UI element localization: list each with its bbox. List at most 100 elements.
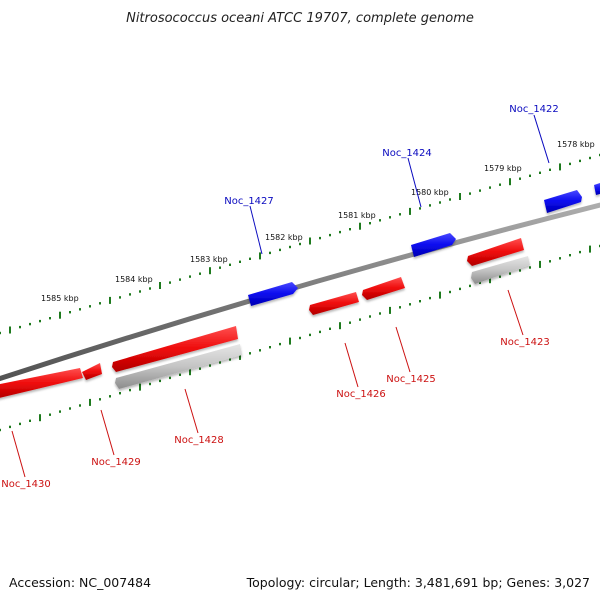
- inner-track-minor-tick: [409, 303, 411, 306]
- outer-track-major-tick: [309, 237, 311, 245]
- outer-track-minor-tick: [229, 263, 231, 266]
- gene-arrow-noc-1427[interactable]: [248, 282, 298, 306]
- inner-track-minor-tick: [9, 425, 11, 429]
- outer-track-minor-tick: [169, 281, 171, 284]
- outer-track-minor-tick: [439, 201, 441, 204]
- inner-track-minor-tick: [569, 254, 571, 257]
- inner-track-major-tick: [339, 322, 341, 330]
- inner-track-minor-tick: [509, 272, 511, 275]
- outer-track-minor-tick: [19, 325, 21, 329]
- inner-track-major-tick: [39, 414, 41, 422]
- inner-track-major-tick: [489, 276, 491, 284]
- scale-label-1580: 1580 kbp: [411, 188, 449, 197]
- feature-bar-near-noc-1423: [471, 256, 530, 284]
- genome-backbone: [0, 202, 600, 382]
- outer-track-minor-tick: [69, 311, 71, 314]
- inner-scale-track: [0, 244, 600, 432]
- inner-track-minor-tick: [249, 352, 251, 355]
- gene-arrow-noc-1429[interactable]: [82, 363, 102, 380]
- gene-label-noc-1423[interactable]: Noc_1423: [500, 337, 550, 348]
- scale-label-1579: 1579 kbp: [484, 164, 522, 173]
- scale-label-1585: 1585 kbp: [41, 294, 79, 303]
- inner-track-minor-tick: [149, 382, 151, 386]
- outer-track-major-tick: [209, 267, 211, 275]
- inner-track-major-tick: [239, 352, 241, 360]
- scale-label-1583: 1583 kbp: [190, 255, 228, 264]
- outer-track-minor-tick: [139, 290, 141, 293]
- outer-track-major-tick: [59, 311, 61, 319]
- gene-label-noc-1426[interactable]: Noc_1426: [336, 389, 386, 400]
- gene-label-noc-1429[interactable]: Noc_1429: [91, 457, 141, 468]
- inner-track-minor-tick: [479, 281, 481, 284]
- gene-label-noc-1428[interactable]: Noc_1428: [174, 435, 224, 446]
- outer-track-minor-tick: [179, 278, 181, 281]
- outer-track-minor-tick: [89, 305, 91, 308]
- outer-track-minor-tick: [0, 331, 1, 335]
- inner-track-minor-tick: [19, 422, 21, 426]
- inner-track-major-tick: [189, 368, 191, 376]
- inner-track-minor-tick: [119, 392, 121, 395]
- outer-track-minor-tick: [129, 293, 131, 296]
- inner-track-minor-tick: [549, 260, 551, 263]
- gene-label-noc-1427[interactable]: Noc_1427: [224, 196, 274, 207]
- outer-track-major-tick: [359, 222, 361, 230]
- inner-track-minor-tick: [319, 330, 321, 334]
- outer-track-major-tick: [509, 178, 511, 186]
- inner-track-minor-tick: [99, 398, 101, 401]
- gene-arrow-noc-1424[interactable]: [411, 233, 456, 257]
- leader-line-noc-1430: [11, 430, 26, 478]
- gene-label-noc-1424[interactable]: Noc_1424: [382, 148, 432, 159]
- gene-arrow-noc-1425[interactable]: [362, 277, 405, 300]
- outer-track-minor-tick: [369, 222, 371, 225]
- inner-track-minor-tick: [459, 287, 461, 291]
- scale-labels: 1578 kbp 1579 kbp 1580 kbp 1581 kbp 1582…: [41, 140, 595, 303]
- gene-label-noc-1425[interactable]: Noc_1425: [386, 374, 436, 385]
- gene-arrow-noc-1422[interactable]: [544, 190, 582, 213]
- inner-track-major-tick: [289, 337, 291, 345]
- outer-track-major-tick: [459, 193, 461, 200]
- gene-label-noc-1422[interactable]: Noc_1422: [509, 104, 559, 115]
- inner-track-minor-tick: [559, 257, 561, 260]
- outer-track-minor-tick: [449, 198, 451, 201]
- inner-track-minor-tick: [499, 275, 501, 278]
- inner-track-major-tick: [89, 398, 91, 406]
- gene-arrow-noc-1430[interactable]: [0, 368, 83, 399]
- outer-track-major-tick: [409, 207, 411, 215]
- inner-track-minor-tick: [109, 395, 111, 398]
- inner-track-minor-tick: [469, 284, 471, 288]
- outer-track-minor-tick: [79, 308, 81, 311]
- gene-arrow-noc-1428[interactable]: [112, 326, 238, 372]
- gene-label-noc-1430[interactable]: Noc_1430: [1, 479, 51, 490]
- inner-track-minor-tick: [579, 250, 581, 254]
- inner-track-minor-tick: [259, 349, 261, 352]
- inner-track-minor-tick: [299, 336, 301, 340]
- gene-arrow-noc-1423[interactable]: [467, 238, 524, 266]
- outer-track-minor-tick: [479, 189, 481, 192]
- outer-track-minor-tick: [269, 251, 271, 255]
- outer-track-minor-tick: [49, 317, 51, 320]
- scale-label-1582: 1582 kbp: [265, 233, 303, 242]
- outer-track-minor-tick: [249, 257, 251, 260]
- inner-track-major-tick: [539, 260, 541, 268]
- inner-track-minor-tick: [399, 306, 401, 309]
- inner-track-minor-tick: [359, 318, 361, 321]
- scale-label-1584: 1584 kbp: [115, 275, 153, 284]
- outer-track-minor-tick: [399, 213, 401, 216]
- inner-track-major-tick: [139, 383, 141, 391]
- feature-bar-near-noc-1428: [115, 344, 242, 389]
- gene-arrow-edge-forward[interactable]: [594, 183, 600, 195]
- inner-track-minor-tick: [199, 367, 201, 370]
- leader-line-noc-1427: [249, 205, 263, 255]
- outer-track-minor-tick: [589, 156, 591, 160]
- outer-track-minor-tick: [149, 287, 151, 290]
- outer-track-minor-tick: [119, 296, 121, 299]
- inner-track-major-tick: [389, 306, 391, 314]
- inner-track-minor-tick: [229, 358, 231, 361]
- outer-scale-track: [0, 153, 600, 335]
- gene-arrow-noc-1426[interactable]: [309, 292, 359, 315]
- inner-track-minor-tick: [0, 428, 1, 432]
- outer-track-minor-tick: [329, 233, 331, 237]
- accession-label: Accession: NC_007484: [9, 575, 151, 590]
- inner-track-minor-tick: [329, 327, 331, 330]
